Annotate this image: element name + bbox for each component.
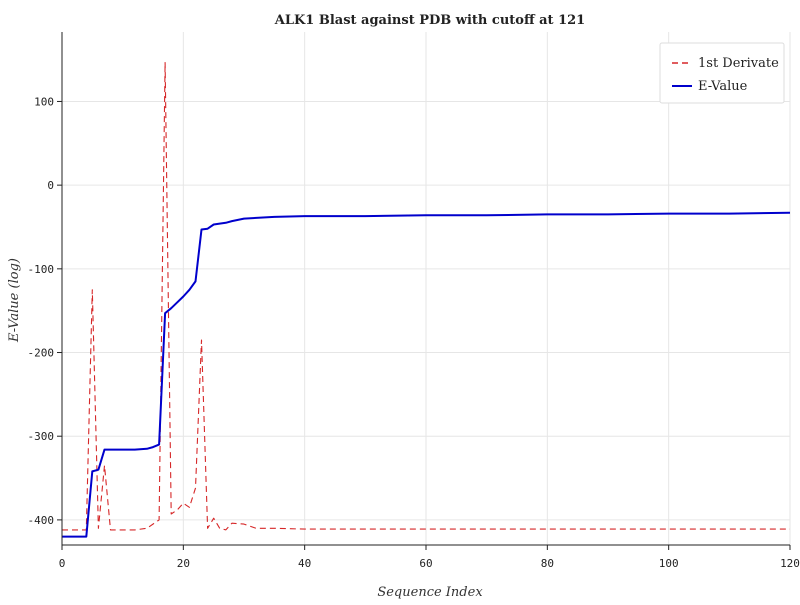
- x-tick-label: 100: [659, 557, 679, 570]
- x-tick-label: 0: [59, 557, 66, 570]
- x-tick-label: 80: [541, 557, 554, 570]
- x-tick-label: 40: [298, 557, 311, 570]
- x-axis-label: Sequence Index: [377, 585, 483, 600]
- y-tick-label: -100: [28, 263, 55, 276]
- grid: [61, 32, 791, 545]
- axes: 0 20 40 60 80 100 120 -400 -300 -200 -100 0 100: [28, 32, 800, 570]
- series-line-1st-derivate: [62, 61, 790, 531]
- chart-title: ALK1 Blast against PDB with cutoff at 12…: [274, 13, 585, 28]
- legend-box: [659, 42, 785, 104]
- y-tick-label: -200: [28, 347, 55, 360]
- x-tick-label: 120: [780, 557, 800, 570]
- legend-label-e-value: E-Value: [698, 79, 748, 94]
- series-line-e-value: [62, 211, 791, 538]
- plot-area: [62, 61, 791, 538]
- y-tick-label: 0: [47, 179, 54, 192]
- y-tick-label: -400: [28, 514, 55, 527]
- y-tick-label: -300: [28, 430, 55, 443]
- y-tick-label: 100: [34, 95, 54, 108]
- x-tick-label: 60: [419, 557, 432, 570]
- legend: 1st Derivate E-Value: [659, 42, 785, 104]
- y-axis-label: E-Value (log): [7, 258, 22, 343]
- x-tick-label: 20: [177, 557, 190, 570]
- legend-label-1st-derivate: 1st Derivate: [698, 56, 779, 71]
